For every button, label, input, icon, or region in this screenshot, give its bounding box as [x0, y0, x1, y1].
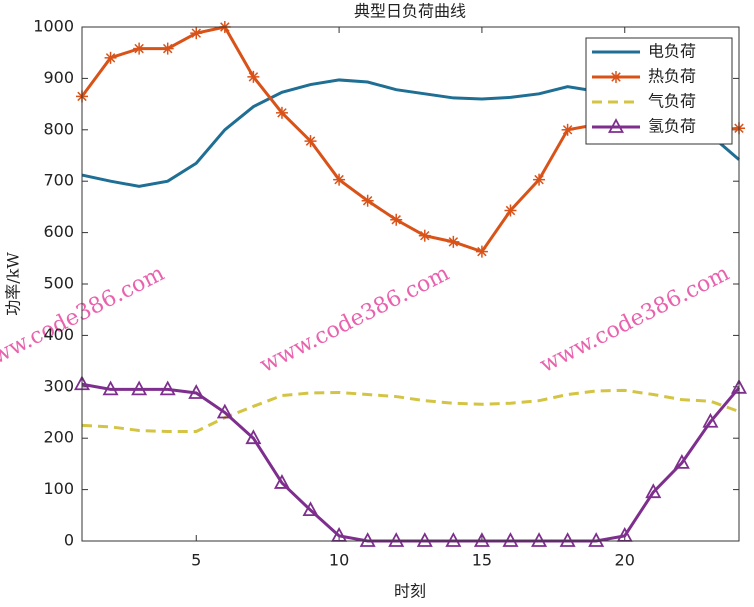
marker-stroke [105, 53, 116, 63]
y-tick-label: 400 [43, 325, 74, 344]
marker [273, 474, 290, 489]
marker [333, 173, 346, 186]
marker [447, 235, 460, 248]
marker [188, 384, 205, 399]
y-tick-label: 200 [43, 428, 74, 447]
marker-stroke [162, 43, 173, 54]
legend-label: 电负荷 [648, 42, 696, 61]
marker [445, 532, 462, 547]
marker [361, 194, 374, 207]
y-tick-label: 0 [64, 531, 74, 550]
marker [275, 106, 288, 119]
marker-stroke [277, 108, 287, 118]
marker [104, 51, 117, 64]
marker [245, 429, 262, 445]
marker [502, 532, 519, 547]
marker-stroke [391, 215, 401, 225]
marker-stroke [505, 205, 516, 216]
marker [416, 532, 433, 547]
marker [159, 380, 176, 396]
marker-stroke [534, 174, 544, 185]
legend-label: 气负荷 [648, 92, 696, 111]
y-tick-label: 700 [43, 171, 74, 190]
x-axis-label: 时刻 [394, 582, 426, 601]
marker [561, 123, 574, 136]
marker [673, 453, 690, 469]
marker [607, 118, 625, 133]
plot-frame [81, 26, 740, 542]
marker [216, 403, 233, 419]
marker-stroke [477, 246, 487, 257]
legend-label: 氢负荷 [648, 117, 696, 136]
marker [302, 501, 319, 517]
y-tick-label: 600 [43, 222, 74, 241]
marker-stroke [305, 136, 316, 146]
y-tick-label: 1000 [33, 17, 74, 36]
marker-stroke [134, 43, 144, 54]
legend-box [585, 37, 733, 145]
y-tick-label: 300 [43, 376, 74, 395]
legend-label: 热负荷 [648, 67, 696, 86]
marker [133, 42, 146, 55]
marker-stroke [248, 72, 259, 82]
x-tick-label: 20 [615, 551, 635, 570]
y-tick-label: 100 [43, 479, 74, 498]
marker [247, 70, 260, 83]
marker [702, 412, 719, 428]
series-line [81, 388, 740, 434]
marker [190, 27, 203, 40]
marker-stroke [562, 125, 573, 135]
marker [610, 71, 622, 83]
y-tick-label: 800 [43, 119, 74, 138]
x-tick-label: 5 [191, 551, 201, 570]
y-tick-label: 900 [43, 68, 74, 87]
marker [359, 532, 376, 547]
marker [161, 42, 174, 55]
marker-stroke [334, 174, 344, 185]
marker-stroke [362, 196, 373, 206]
marker [533, 173, 546, 186]
marker-stroke [448, 237, 459, 247]
x-tick-label: 15 [472, 551, 492, 570]
marker-stroke [420, 230, 430, 241]
marker [473, 532, 490, 547]
marker [418, 229, 431, 242]
marker [475, 245, 488, 258]
marker [390, 213, 403, 226]
marker [559, 532, 576, 547]
chart-title: 典型日负荷曲线 [354, 2, 466, 21]
marker [102, 380, 119, 396]
y-tick-label: 500 [43, 274, 74, 293]
marker-stroke [611, 72, 621, 82]
marker [388, 532, 405, 547]
marker [645, 483, 662, 499]
marker [304, 135, 317, 148]
marker [504, 204, 517, 217]
marker-stroke [191, 28, 201, 38]
marker [131, 380, 148, 396]
marker [588, 532, 605, 547]
y-axis-label: 功率/kW [4, 252, 23, 316]
x-tick-label: 10 [329, 551, 349, 570]
marker [531, 532, 548, 547]
